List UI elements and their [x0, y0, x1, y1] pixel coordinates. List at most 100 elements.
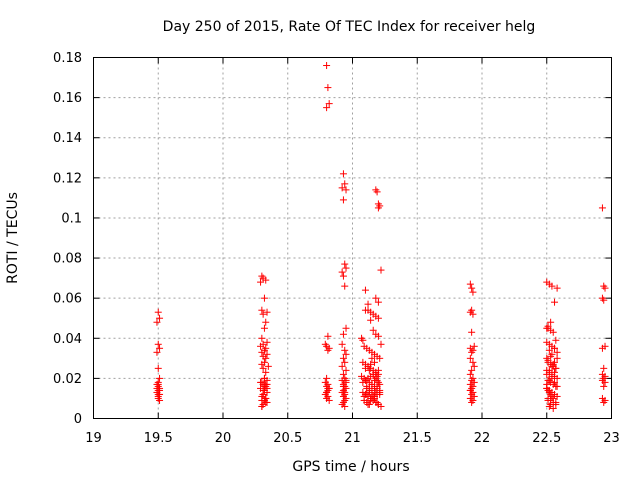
- x-tick-label: 22: [474, 431, 491, 446]
- data-point: [469, 310, 477, 318]
- data-point: [260, 374, 268, 382]
- data-point: [543, 380, 551, 388]
- data-point: [258, 348, 266, 356]
- y-tick-label: 0.16: [53, 91, 82, 106]
- data-point: [545, 366, 553, 374]
- data-point: [258, 402, 266, 410]
- x-tick-label: 19: [85, 431, 102, 446]
- data-point: [258, 334, 266, 342]
- data-point: [545, 376, 553, 384]
- data-point: [338, 362, 346, 370]
- data-point: [544, 322, 552, 330]
- data-point: [466, 354, 474, 362]
- y-tick-labels: 0 0.02 0.04 0.06 0.08 0.1 0.12 0.14 0.16 0.18: [53, 51, 82, 427]
- data-point: [374, 366, 382, 374]
- data-point: [374, 332, 382, 340]
- data-point: [466, 370, 474, 378]
- data-point: [367, 396, 375, 404]
- data-point: [365, 366, 373, 374]
- data-point: [364, 300, 372, 308]
- data-point: [342, 376, 350, 384]
- data-point: [259, 386, 267, 394]
- x-tick-label: 21.5: [403, 431, 432, 446]
- data-point: [549, 404, 557, 412]
- data-point: [342, 366, 350, 374]
- data-point: [323, 388, 331, 396]
- data-point: [553, 382, 561, 390]
- data-point: [262, 398, 270, 406]
- data-point: [264, 362, 272, 370]
- data-point: [341, 346, 349, 354]
- data-point: [547, 352, 555, 360]
- data-point: [342, 324, 350, 332]
- y-tick-label: 0.1: [61, 211, 82, 226]
- data-point: [544, 396, 552, 404]
- data-point: [325, 396, 333, 404]
- data-point: [341, 402, 349, 410]
- data-point: [258, 360, 266, 368]
- data-point: [377, 340, 385, 348]
- data-point: [601, 284, 609, 292]
- data-point: [549, 360, 557, 368]
- data-point: [552, 398, 560, 406]
- y-tick-label: 0.12: [53, 171, 82, 186]
- axis-ticks: [93, 57, 612, 419]
- data-point: [551, 344, 559, 352]
- y-tick-label: 0: [74, 412, 82, 427]
- y-tick-label: 0.08: [53, 252, 82, 267]
- data-point: [374, 298, 382, 306]
- data-point: [156, 314, 164, 322]
- data-point: [339, 272, 347, 280]
- data-point: [601, 378, 609, 386]
- data-point: [468, 398, 476, 406]
- data-point: [549, 328, 557, 336]
- x-tick-label: 23: [603, 431, 620, 446]
- data-point: [368, 354, 376, 362]
- data-point: [600, 398, 608, 406]
- data-point: [368, 380, 376, 388]
- data-point: [257, 378, 265, 386]
- data-point: [553, 284, 561, 292]
- data-point: [373, 398, 381, 406]
- data-point: [339, 196, 347, 204]
- data-point: [258, 306, 266, 314]
- data-point: [470, 342, 478, 350]
- y-tick-label: 0.18: [53, 51, 82, 66]
- chart-title: Day 250 of 2015, Rate Of TEC Index for r…: [163, 19, 536, 35]
- data-point: [553, 348, 561, 356]
- data-point: [551, 368, 559, 376]
- data-point: [257, 278, 265, 286]
- x-tick-label: 22.5: [532, 431, 561, 446]
- data-point: [600, 364, 608, 372]
- data-point: [342, 186, 350, 194]
- data-point: [342, 264, 350, 272]
- data-point: [262, 318, 270, 326]
- data-point: [323, 62, 331, 70]
- data-point: [154, 390, 162, 398]
- data-point: [361, 286, 369, 294]
- y-axis-label: ROTI / TECUs: [5, 192, 21, 284]
- data-point: [468, 328, 476, 336]
- data-point: [548, 392, 556, 400]
- data-point: [470, 392, 478, 400]
- data-point: [545, 346, 553, 354]
- data-point: [324, 384, 332, 392]
- data-point: [339, 370, 347, 378]
- data-point: [367, 316, 375, 324]
- data-point: [470, 378, 478, 386]
- data-point: [363, 384, 371, 392]
- data-point: [324, 346, 332, 354]
- data-point: [466, 386, 474, 394]
- data-point: [374, 204, 382, 212]
- data-point: [600, 296, 608, 304]
- data-point: [263, 380, 271, 388]
- data-point: [263, 308, 271, 316]
- data-point: [544, 356, 552, 364]
- data-point: [372, 294, 380, 302]
- data-point: [341, 388, 349, 396]
- y-tick-label: 0.06: [53, 292, 82, 307]
- data-point: [373, 188, 381, 196]
- grid-lines: [93, 57, 612, 419]
- data-point: [338, 340, 346, 348]
